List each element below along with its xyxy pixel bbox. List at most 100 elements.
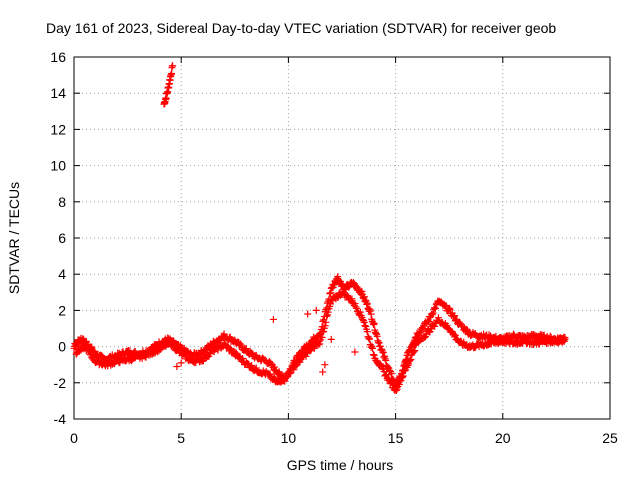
- data-point: [242, 345, 250, 353]
- data-point: [382, 371, 390, 379]
- x-tick-label: 5: [177, 430, 185, 446]
- data-point: [236, 340, 244, 348]
- data-point: [321, 322, 329, 330]
- data-point: [155, 347, 163, 355]
- data-point: [369, 344, 377, 352]
- data-point: [351, 300, 359, 308]
- data-point: [540, 331, 548, 339]
- data-point: [379, 349, 387, 357]
- data-point: [327, 300, 335, 308]
- data-point: [365, 334, 373, 342]
- data-point: [374, 338, 382, 346]
- data-point: [457, 337, 465, 345]
- data-point: [392, 386, 400, 394]
- data-point-outlier: [327, 335, 335, 343]
- data-point: [366, 307, 374, 315]
- data-point: [271, 363, 279, 371]
- data-point: [418, 325, 426, 333]
- data-point: [366, 305, 374, 313]
- data-point: [451, 331, 459, 339]
- data-point: [406, 356, 414, 364]
- data-point: [423, 318, 431, 326]
- x-axis-label: GPS time / hours: [287, 457, 394, 473]
- data-point-outlier: [312, 306, 320, 314]
- data-point: [145, 351, 153, 359]
- data-point: [404, 361, 412, 369]
- grid-lines: [74, 57, 610, 419]
- data-point: [377, 361, 385, 369]
- data-point: [327, 289, 335, 297]
- data-point-outlier: [304, 310, 312, 318]
- data-point: [286, 370, 294, 378]
- data-point: [290, 366, 298, 374]
- data-point: [395, 381, 403, 389]
- data-point: [397, 377, 405, 385]
- data-point: [425, 317, 433, 325]
- data-point: [370, 321, 378, 329]
- data-point: [352, 303, 360, 311]
- data-point: [369, 351, 377, 359]
- data-point: [398, 373, 406, 381]
- data-point: [449, 313, 457, 321]
- data-point: [451, 312, 459, 320]
- data-point: [269, 373, 277, 381]
- data-point: [387, 370, 395, 378]
- data-point-outlier: [351, 348, 359, 356]
- data-point: [281, 374, 289, 382]
- y-tick-label: 10: [50, 158, 66, 174]
- data-point: [169, 62, 177, 70]
- data-point: [382, 356, 390, 364]
- y-axis-ticks: -4 -2 0 2 4 6 8 10 12 14 16: [50, 49, 610, 427]
- data-point: [348, 295, 356, 303]
- data-point: [360, 318, 368, 326]
- data-point: [293, 361, 301, 369]
- data-point: [373, 332, 381, 340]
- data-point: [463, 325, 471, 333]
- y-tick-label: -4: [54, 411, 67, 427]
- data-point: [265, 357, 273, 365]
- y-axis-label: SDTVAR / TECUs: [6, 182, 22, 294]
- data-point: [307, 337, 315, 345]
- data-point: [561, 335, 569, 343]
- data-point: [431, 304, 439, 312]
- data-point: [429, 309, 437, 317]
- data-point: [88, 343, 96, 351]
- data-point: [268, 362, 276, 370]
- y-tick-label: 12: [50, 121, 66, 137]
- data-point: [252, 364, 260, 372]
- data-point-outlier: [321, 361, 329, 369]
- data-point: [363, 300, 371, 308]
- data-point: [344, 283, 352, 291]
- data-point: [409, 348, 417, 356]
- data-point: [389, 381, 397, 389]
- data-point: [411, 347, 419, 355]
- y-tick-label: 14: [50, 85, 66, 101]
- data-point: [366, 335, 374, 343]
- data-point: [430, 305, 438, 313]
- x-tick-label: 20: [495, 430, 511, 446]
- data-point: [415, 338, 423, 346]
- data-point: [319, 317, 327, 325]
- data-point: [421, 333, 429, 341]
- data-point: [238, 355, 246, 363]
- data-point: [324, 308, 332, 316]
- data-point: [320, 328, 328, 336]
- data-point: [426, 328, 434, 336]
- data-point: [387, 377, 395, 385]
- data-point: [295, 357, 303, 365]
- x-tick-label: 0: [70, 430, 78, 446]
- data-point: [360, 293, 368, 301]
- x-tick-label: 10: [281, 430, 297, 446]
- data-point: [375, 339, 383, 347]
- data-point: [405, 357, 413, 365]
- data-point: [431, 304, 439, 312]
- data-point: [446, 305, 454, 313]
- data-point: [380, 353, 388, 361]
- data-point: [232, 349, 240, 357]
- data-point: [316, 340, 324, 348]
- data-point-outlier: [319, 368, 327, 376]
- data-point: [244, 360, 252, 367]
- y-tick-label: 4: [58, 266, 66, 282]
- data-point: [170, 342, 178, 350]
- data-point: [370, 351, 378, 359]
